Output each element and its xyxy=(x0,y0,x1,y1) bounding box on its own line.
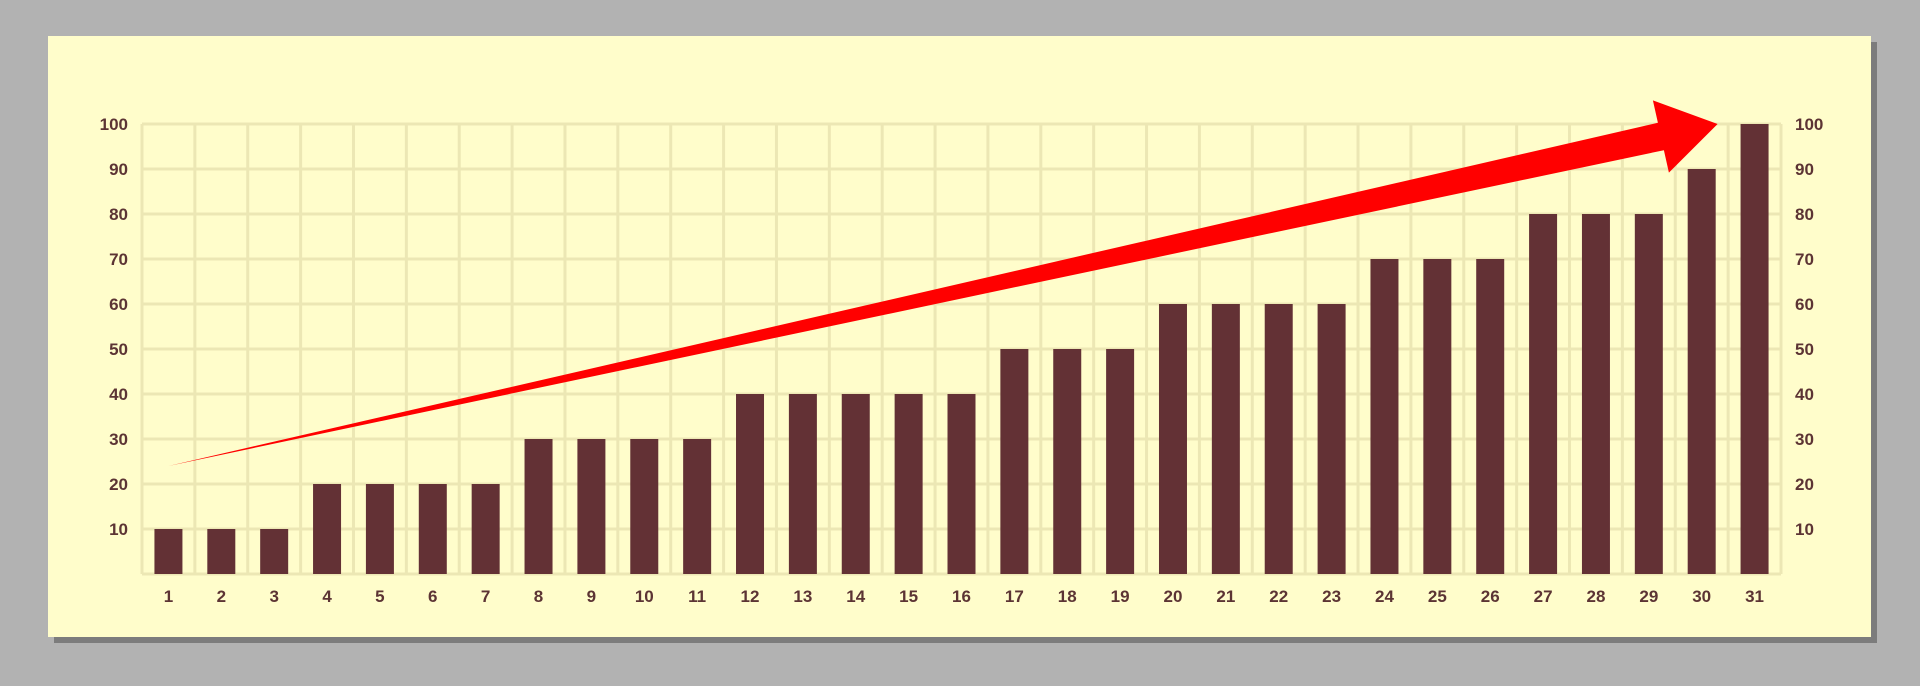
bar xyxy=(1423,259,1452,574)
bar xyxy=(1529,214,1558,574)
x-tick-label: 3 xyxy=(269,587,278,606)
bar xyxy=(1476,259,1505,574)
y-tick-label: 50 xyxy=(109,340,128,359)
y-tick-label: 100 xyxy=(100,115,128,134)
x-tick-label: 9 xyxy=(587,587,596,606)
y-tick-label: 40 xyxy=(109,385,128,404)
bar xyxy=(1053,349,1082,574)
x-tick-label: 28 xyxy=(1586,587,1605,606)
x-tick-label: 2 xyxy=(217,587,226,606)
y-tick-label: 80 xyxy=(1795,205,1814,224)
x-tick-label: 8 xyxy=(534,587,543,606)
bar xyxy=(524,439,553,574)
x-tick-label: 6 xyxy=(428,587,437,606)
x-tick-label: 25 xyxy=(1428,587,1447,606)
bar xyxy=(154,529,183,574)
x-tick-label: 12 xyxy=(741,587,760,606)
bar xyxy=(1000,349,1029,574)
x-axis-labels: 1 2 3 4 5 6 7 8 9 10 11 12 13 14 15 16 17 18 19 20 21 22 23 24 2… xyxy=(164,587,1764,606)
x-tick-label: 13 xyxy=(793,587,812,606)
x-tick-label: 19 xyxy=(1111,587,1130,606)
bar xyxy=(1106,349,1135,574)
bar xyxy=(365,484,394,574)
bar xyxy=(260,529,289,574)
x-tick-label: 22 xyxy=(1269,587,1288,606)
bar xyxy=(1317,304,1346,574)
x-tick-label: 5 xyxy=(375,587,384,606)
bar xyxy=(894,394,923,574)
x-tick-label: 24 xyxy=(1375,587,1394,606)
x-tick-label: 1 xyxy=(164,587,173,606)
bar xyxy=(841,394,870,574)
x-tick-label: 18 xyxy=(1058,587,1077,606)
bar xyxy=(736,394,765,574)
bar xyxy=(1158,304,1187,574)
y-tick-label: 90 xyxy=(109,160,128,179)
chart-panel: 10 20 30 40 50 60 70 80 90 100 10 20 30 40 50 60 70 80 90… xyxy=(48,36,1871,637)
y-tick-label: 100 xyxy=(1795,115,1823,134)
y-tick-label: 10 xyxy=(1795,520,1814,539)
x-tick-label: 11 xyxy=(688,587,706,606)
x-tick-label: 7 xyxy=(481,587,490,606)
y-tick-label: 30 xyxy=(109,430,128,449)
x-tick-label: 30 xyxy=(1692,587,1711,606)
y-axis-labels-right: 10 20 30 40 50 60 70 80 90 100 xyxy=(1795,115,1823,539)
bar xyxy=(947,394,976,574)
y-tick-label: 80 xyxy=(109,205,128,224)
y-tick-label: 30 xyxy=(1795,430,1814,449)
y-axis-labels-left: 10 20 30 40 50 60 70 80 90 100 xyxy=(100,115,128,539)
x-tick-label: 26 xyxy=(1481,587,1500,606)
x-tick-label: 4 xyxy=(322,587,332,606)
bar xyxy=(630,439,659,574)
x-tick-label: 14 xyxy=(846,587,865,606)
x-tick-label: 21 xyxy=(1216,587,1235,606)
x-tick-label: 20 xyxy=(1164,587,1183,606)
bar xyxy=(418,484,447,574)
bar xyxy=(1211,304,1240,574)
bar xyxy=(1581,214,1610,574)
x-tick-label: 27 xyxy=(1534,587,1553,606)
bar xyxy=(313,484,342,574)
bar xyxy=(1370,259,1399,574)
y-tick-label: 20 xyxy=(1795,475,1814,494)
x-tick-label: 15 xyxy=(899,587,918,606)
bar xyxy=(683,439,712,574)
bar-chart: 10 20 30 40 50 60 70 80 90 100 10 20 30 40 50 60 70 80 90… xyxy=(100,100,1823,606)
bar xyxy=(1264,304,1293,574)
y-tick-label: 10 xyxy=(109,520,128,539)
x-tick-label: 31 xyxy=(1745,587,1764,606)
y-tick-label: 70 xyxy=(1795,250,1814,269)
bar xyxy=(788,394,817,574)
bars xyxy=(154,124,1769,574)
y-tick-label: 20 xyxy=(109,475,128,494)
y-tick-label: 90 xyxy=(1795,160,1814,179)
x-tick-label: 17 xyxy=(1005,587,1024,606)
bar xyxy=(1634,214,1663,574)
y-tick-label: 70 xyxy=(109,250,128,269)
bar xyxy=(1740,124,1769,574)
x-tick-label: 16 xyxy=(952,587,971,606)
bar xyxy=(577,439,606,574)
y-tick-label: 40 xyxy=(1795,385,1814,404)
grid xyxy=(140,122,1783,576)
bar xyxy=(207,529,236,574)
y-tick-label: 60 xyxy=(109,295,128,314)
x-tick-label: 23 xyxy=(1322,587,1341,606)
bar xyxy=(1687,169,1716,574)
x-tick-label: 29 xyxy=(1639,587,1658,606)
bar xyxy=(471,484,500,574)
y-tick-label: 60 xyxy=(1795,295,1814,314)
y-tick-label: 50 xyxy=(1795,340,1814,359)
x-tick-label: 10 xyxy=(635,587,654,606)
